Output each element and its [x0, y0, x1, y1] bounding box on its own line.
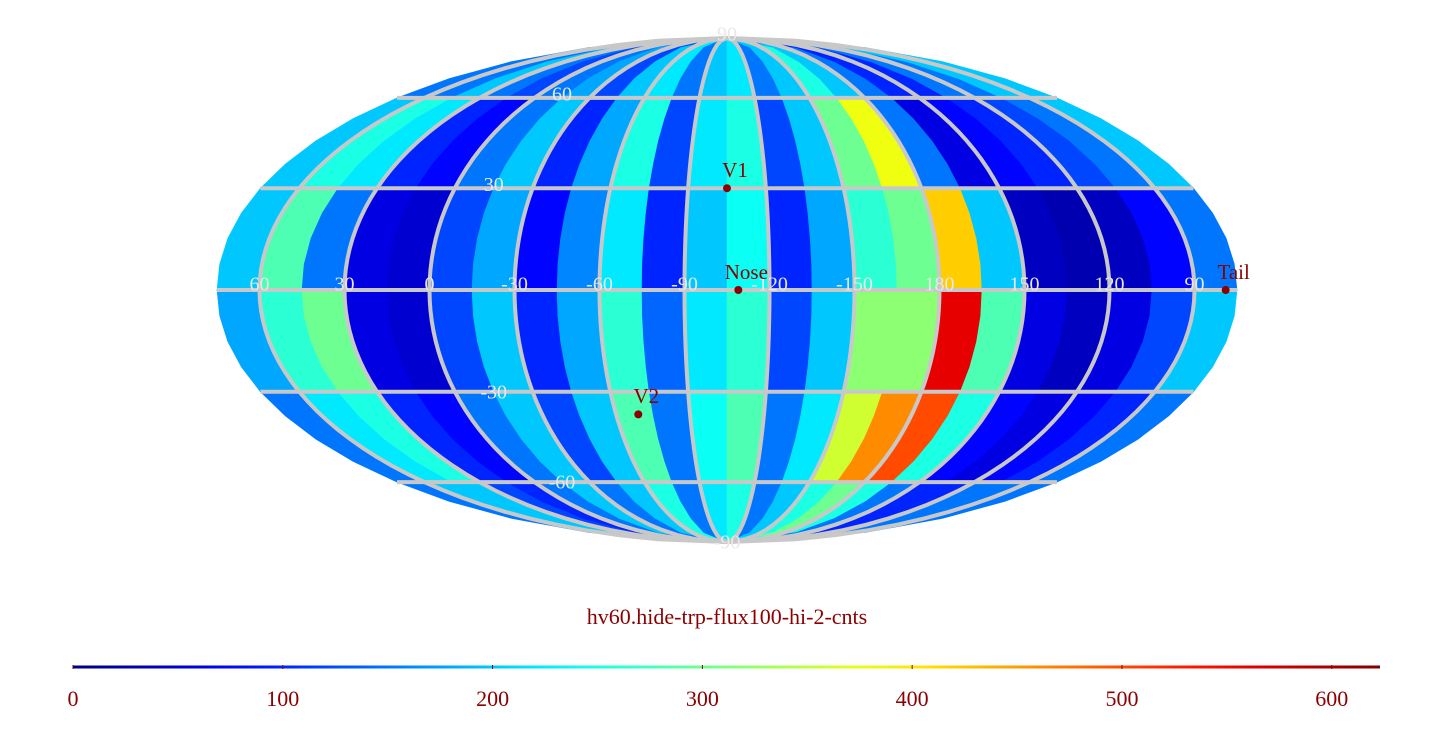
colorbar — [73, 665, 1380, 669]
lon-tick-label: -60 — [586, 274, 613, 296]
lon-tick-label: 150 — [1010, 274, 1040, 296]
point-marker — [723, 184, 731, 193]
map-cell — [641, 289, 689, 393]
map-cell — [765, 289, 813, 393]
colorbar-tick-label: 200 — [476, 686, 509, 711]
lat-tick-label: -60 — [549, 472, 576, 494]
point-marker — [734, 286, 743, 294]
point-label: V2 — [633, 384, 659, 408]
point-marker — [634, 410, 643, 419]
lon-tick-label: 0 — [425, 274, 435, 296]
lon-tick-label: 120 — [1095, 274, 1125, 296]
point-marker — [1221, 286, 1230, 294]
point-label: Tail — [1217, 260, 1250, 284]
map-cell — [684, 289, 728, 393]
lat-tick-label: 90 — [717, 24, 737, 46]
colorbar-tick-label: 500 — [1105, 686, 1138, 711]
lat-tick-label: 30 — [484, 174, 504, 196]
lon-tick-label: -120 — [751, 274, 788, 296]
lon-tick-label: 180 — [925, 274, 955, 296]
lon-tick-label: 30 — [335, 274, 355, 296]
chart-title: hv60.hide-trp-flux100-hi-2-cnts — [587, 604, 867, 629]
lon-tick-label: -90 — [671, 274, 698, 296]
colorbar-tick-label: 0 — [68, 686, 79, 711]
lon-tick-label: 90 — [1185, 274, 1205, 296]
colorbar-tick-label: 300 — [686, 686, 719, 711]
colorbar-tick-label: 400 — [896, 686, 929, 711]
lon-tick-label: 60 — [250, 274, 270, 296]
colorbar-tick-label: 600 — [1315, 686, 1348, 711]
colorbar-tick-label: 100 — [266, 686, 299, 711]
lon-tick-label: -30 — [501, 274, 528, 296]
point-label: Nose — [725, 260, 768, 284]
lat-tick-label: -90 — [714, 532, 741, 554]
map-cell — [726, 289, 770, 393]
point-label: V1 — [722, 158, 748, 182]
lat-tick-label: -30 — [480, 381, 507, 403]
lat-tick-label: 60 — [552, 83, 572, 105]
lon-tick-label: -150 — [836, 274, 873, 296]
